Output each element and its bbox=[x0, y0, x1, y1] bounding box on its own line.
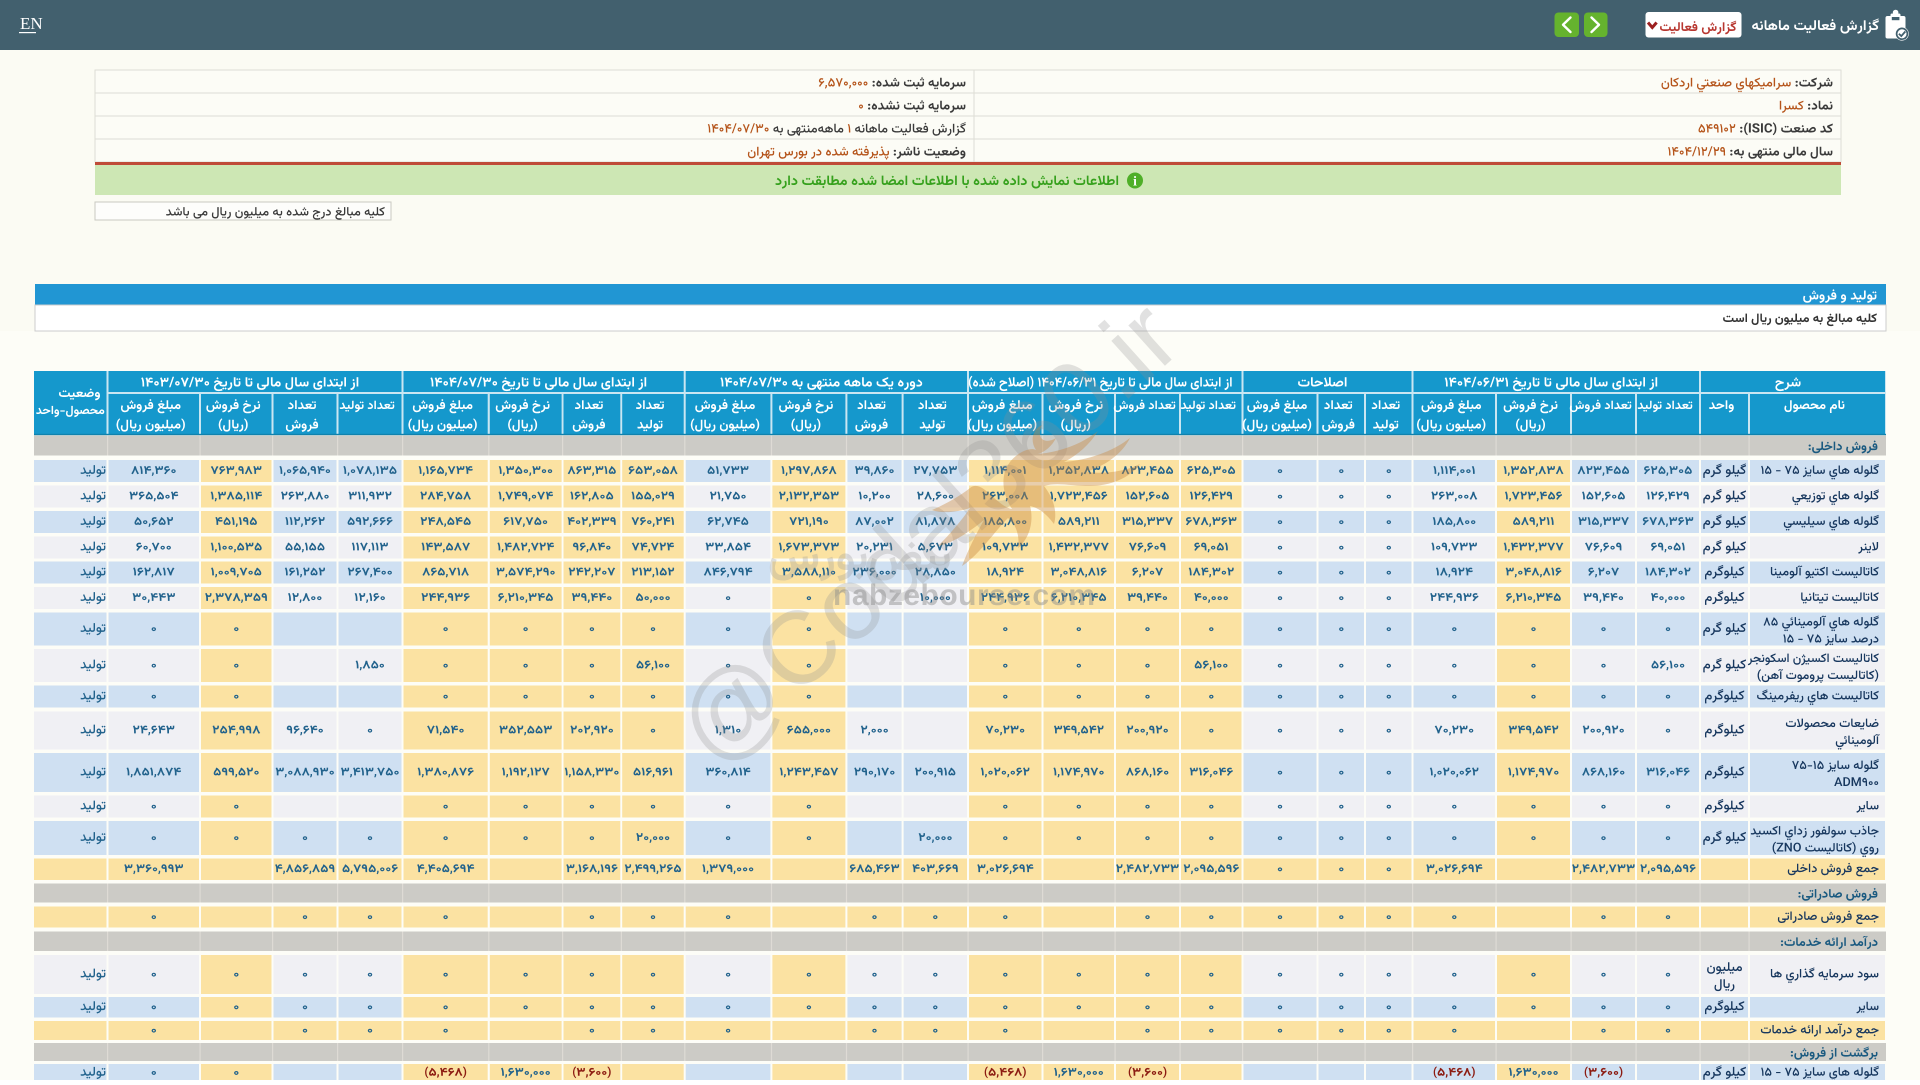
svg-text:EN: EN bbox=[20, 14, 43, 33]
svg-text:nabzebourse.com: nabzebourse.com bbox=[833, 579, 1096, 612]
svg-text:i: i bbox=[1133, 174, 1137, 189]
